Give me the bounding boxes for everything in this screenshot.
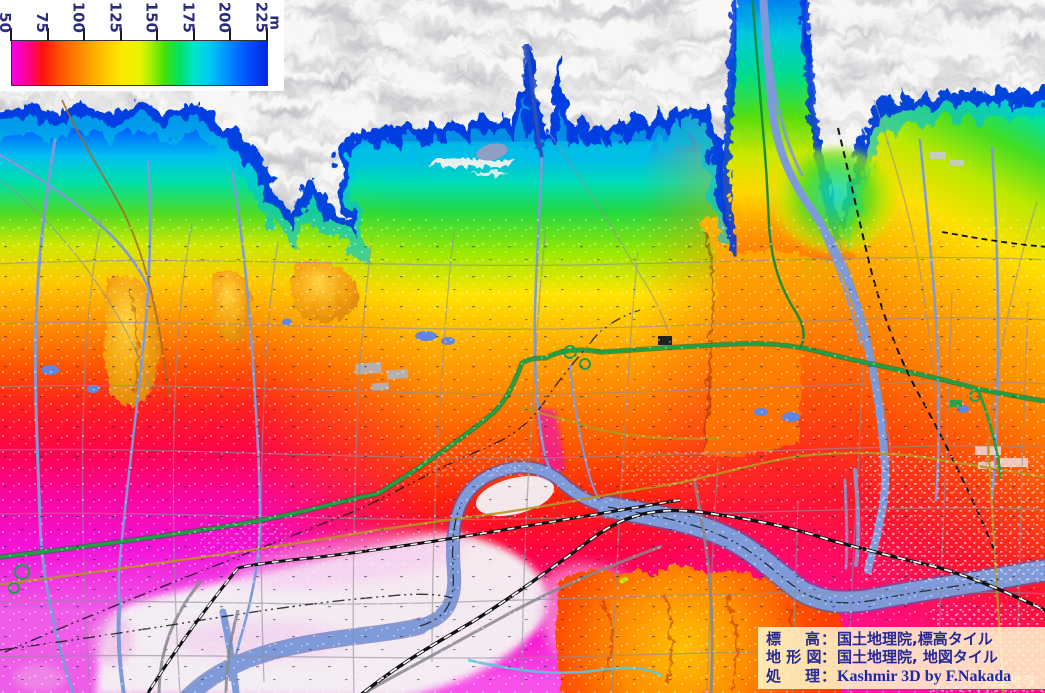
- legend-tick: [47, 28, 49, 41]
- credit-label: 標 高: [766, 630, 820, 649]
- legend-tick-label: 50: [0, 12, 14, 33]
- legend-tick-label: 125: [106, 1, 124, 33]
- credits-box: 標 高 ： 国土地理院,標高タイル 地 形 図 ： 国土地理院, 地図タイル 処…: [758, 627, 1045, 689]
- gorge: [476, 40, 544, 161]
- credit-value-brand: Kashmir 3D by F.Nakada: [837, 667, 1012, 685]
- legend-tick-label: 75: [33, 12, 51, 33]
- legend-tick-label: 200: [215, 1, 233, 33]
- legend-tick: [193, 28, 195, 41]
- legend-tick: [10, 28, 12, 41]
- credit-separator: ：: [821, 648, 837, 667]
- legend-unit-label: m: [267, 15, 283, 30]
- credit-separator: ：: [821, 630, 837, 649]
- legend-tick-label: 100: [69, 1, 87, 33]
- legend-tick: [229, 28, 231, 41]
- credit-separator: ：: [821, 666, 837, 685]
- elevation-legend: 50 75 100 125 150 175 200 225 m: [0, 0, 284, 91]
- legend-tick: [120, 28, 122, 41]
- legend-tick-label: 175: [179, 1, 197, 33]
- credit-label: 地 形 図: [766, 648, 822, 667]
- credit-row-elevation: 標 高 ： 国土地理院,標高タイル: [766, 630, 1037, 648]
- legend-tick-label: 150: [142, 1, 160, 33]
- credit-row-processing: 処 理 ： Kashmir 3D by F.Nakada: [766, 667, 1037, 686]
- credit-value: 国土地理院, 地図タイル: [837, 648, 998, 667]
- credit-label: 処 理: [766, 666, 820, 685]
- legend-tick: [156, 28, 158, 41]
- credit-value: 国土地理院,標高タイル: [837, 630, 993, 649]
- legend-tick: [83, 28, 85, 41]
- ridge-remnants: [425, 154, 515, 175]
- credit-row-basemap: 地 形 図 ： 国土地理院, 地図タイル: [766, 648, 1037, 666]
- elevation-colorbar: [11, 40, 268, 86]
- legend-tick: [266, 28, 268, 41]
